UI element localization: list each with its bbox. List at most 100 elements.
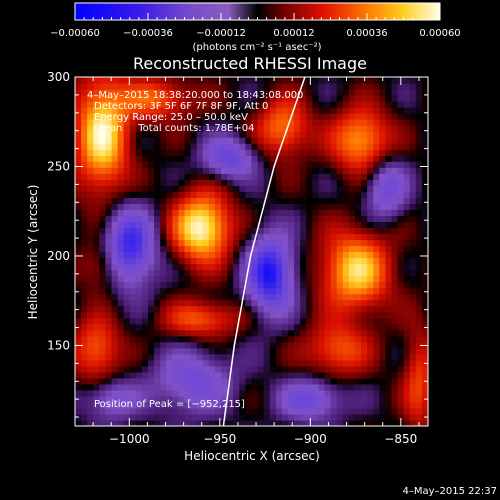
heatmap-cell [354, 251, 362, 259]
heatmap-cell [208, 323, 216, 331]
heatmap-cell [245, 191, 253, 198]
heatmap-cell [373, 359, 380, 367]
heatmap-cell [391, 413, 399, 421]
heatmap-cell [367, 167, 374, 174]
heatmap-cell [361, 311, 368, 319]
heatmap-cell [324, 335, 332, 343]
heatmap-cell [281, 383, 289, 391]
heatmap-cell [227, 95, 234, 102]
heatmap-cell [354, 419, 362, 426]
heatmap-cell [123, 179, 131, 186]
heatmap-cell [336, 143, 344, 150]
heatmap-cell [208, 341, 216, 349]
heatmap-cell [348, 281, 356, 289]
heatmap-cell [111, 137, 119, 144]
heatmap-cell [336, 377, 344, 385]
heatmap-cell [135, 281, 143, 289]
heatmap-cell [202, 137, 210, 144]
heatmap-cell [214, 275, 222, 283]
heatmap-cell [354, 239, 362, 247]
heatmap-cell [263, 341, 271, 349]
heatmap-cell [135, 269, 143, 277]
heatmap-cell [245, 155, 253, 162]
heatmap-cell [269, 149, 277, 156]
heatmap-cell [105, 317, 113, 325]
heatmap-cell [221, 383, 228, 391]
heatmap-cell [415, 389, 423, 397]
heatmap-cell [178, 149, 186, 156]
heatmap-cell [397, 143, 405, 150]
heatmap-cell [409, 257, 417, 265]
heatmap-cell [409, 77, 417, 84]
heatmap-cell [397, 353, 405, 361]
heatmap-cell [391, 353, 399, 361]
heatmap-cell [178, 233, 186, 241]
heatmap-cell [354, 269, 362, 277]
heatmap-cell [123, 389, 131, 397]
heatmap-cell [269, 209, 277, 216]
heatmap-cell [166, 395, 173, 403]
heatmap-cell [403, 323, 411, 331]
heatmap-cell [148, 125, 155, 132]
heatmap-cell [324, 299, 332, 307]
heatmap-cell [251, 221, 259, 229]
heatmap-cell [318, 287, 326, 295]
heatmap-cell [300, 305, 307, 313]
y-tick-label: 250 [47, 159, 70, 173]
heatmap-cell [324, 227, 332, 235]
heatmap-cell [111, 275, 119, 283]
heatmap-cell [348, 161, 356, 168]
heatmap-cell [141, 323, 149, 331]
heatmap-cell [330, 233, 338, 241]
heatmap-cell [190, 197, 198, 204]
heatmap-cell [324, 197, 332, 204]
heatmap-cell [263, 293, 271, 301]
heatmap-cell [294, 77, 301, 84]
heatmap-cell [288, 167, 295, 174]
heatmap-cell [318, 173, 326, 180]
heatmap-cell [123, 347, 131, 355]
heatmap-cell [160, 329, 167, 337]
heatmap-cell [172, 377, 180, 385]
heatmap-cell [87, 173, 94, 180]
heatmap-cell [172, 371, 180, 379]
heatmap-cell [397, 221, 405, 229]
heatmap-cell [415, 113, 423, 120]
heatmap-cell [184, 359, 192, 367]
heatmap-cell [294, 335, 301, 343]
heatmap-cell [123, 401, 131, 409]
annotation-peak-position: Position of Peak = [−952,215] [94, 399, 245, 410]
heatmap-cell [214, 209, 222, 216]
heatmap-cell [300, 239, 307, 247]
heatmap-cell [373, 101, 380, 108]
heatmap-cell [269, 305, 277, 313]
heatmap-cell [184, 173, 192, 180]
heatmap-cell [409, 413, 417, 421]
heatmap-cell [275, 269, 283, 277]
heatmap-cell [190, 209, 198, 216]
heatmap-cell [318, 311, 326, 319]
heatmap-cell [87, 371, 94, 379]
heatmap-cell [275, 197, 283, 204]
heatmap-cell [93, 335, 100, 343]
heatmap-cell [342, 413, 350, 421]
heatmap-cell [275, 317, 283, 325]
heatmap-cell [409, 371, 417, 379]
heatmap-cell [227, 323, 234, 331]
heatmap-cell [324, 389, 332, 397]
heatmap-cell [166, 191, 173, 198]
heatmap-cell [166, 281, 173, 289]
heatmap-cell [160, 137, 167, 144]
heatmap-cell [221, 305, 228, 313]
heatmap-cell [385, 173, 393, 180]
heatmap-cell [269, 233, 277, 241]
heatmap-cell [141, 185, 149, 192]
heatmap-cell [117, 191, 125, 198]
heatmap-cell [354, 377, 362, 385]
heatmap-cell [184, 215, 192, 223]
heatmap-cell [221, 125, 228, 132]
heatmap-cell [87, 131, 94, 138]
heatmap-cell [312, 323, 320, 331]
heatmap-cell [81, 401, 88, 409]
heatmap-cell [391, 167, 399, 174]
